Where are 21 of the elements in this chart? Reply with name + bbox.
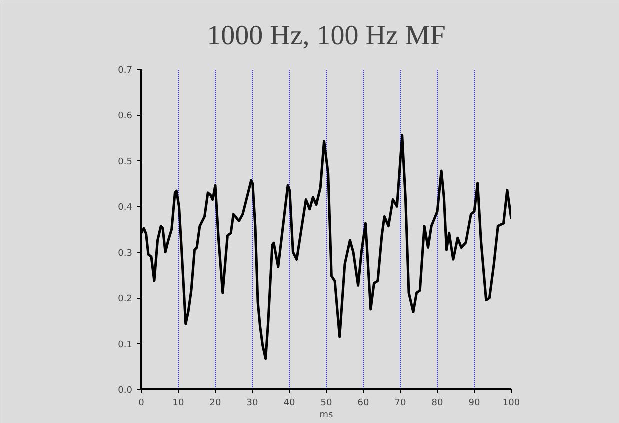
- y-tick-label: 0.1: [118, 340, 133, 350]
- x-tick-label: 70: [394, 398, 406, 408]
- y-tick-label: 0.0: [118, 386, 133, 396]
- x-tick-label: 40: [284, 398, 296, 408]
- y-tick-label: 0.4: [118, 203, 133, 214]
- x-tick-label: 50: [320, 398, 332, 408]
- x-tick-label: 0: [138, 398, 145, 408]
- y-tick-label: 0.3: [118, 248, 133, 259]
- chart-title: 1000 Hz, 100 Hz MF: [207, 20, 446, 52]
- x-tick-label: 30: [246, 398, 258, 408]
- x-tick-label: 100: [502, 398, 520, 408]
- x-tick-label: 10: [172, 398, 184, 408]
- y-tick-label: 0.6: [118, 112, 133, 122]
- y-tick-label: 0.2: [118, 294, 133, 305]
- y-tick-label: 0.7: [118, 66, 133, 76]
- y-tick-label: 0.5: [118, 157, 133, 168]
- x-tick-label: 20: [210, 398, 222, 408]
- x-tick-label: 80: [432, 398, 444, 408]
- x-tick-label: 90: [468, 398, 480, 408]
- x-tick-label: 60: [358, 398, 370, 408]
- x-axis-title: ms: [320, 410, 334, 420]
